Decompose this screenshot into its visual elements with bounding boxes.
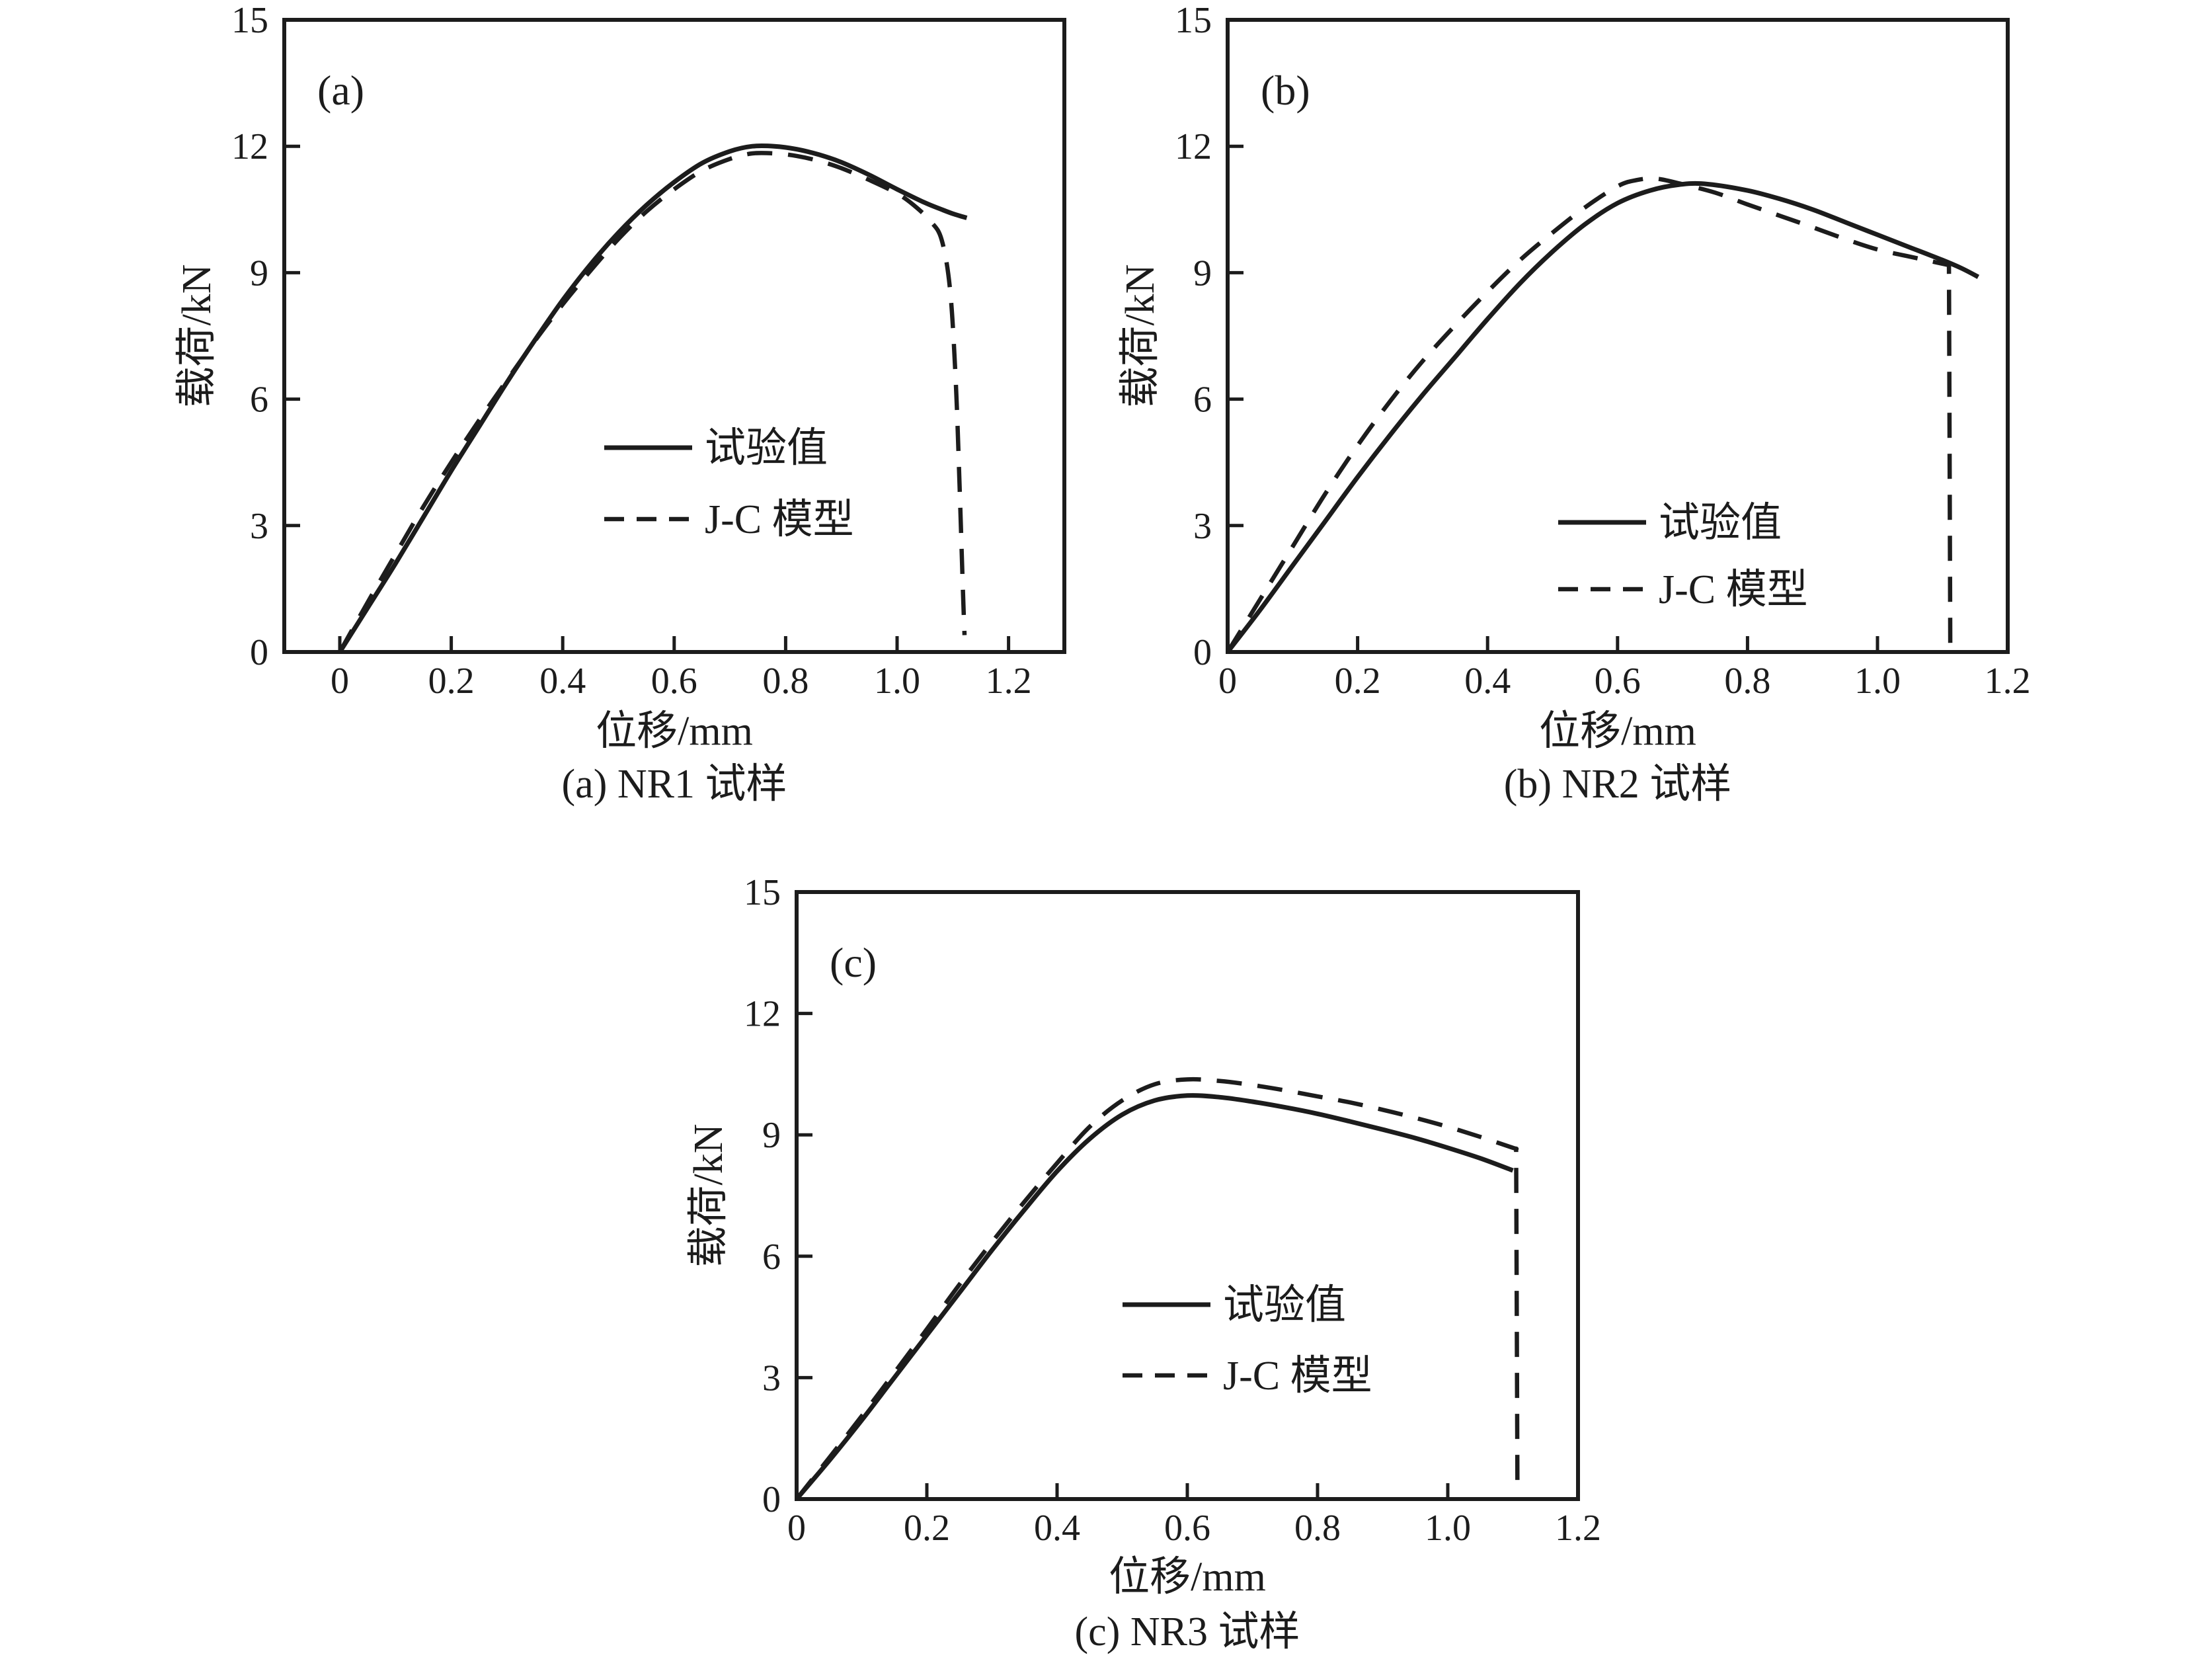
- chart-a-x-tick-label: 1.0: [874, 661, 920, 702]
- chart-a-y-tick-label: 3: [250, 506, 268, 547]
- chart-c-y-tick-label: 3: [762, 1358, 781, 1399]
- chart-b-x-tick-label: 1.2: [1985, 661, 2031, 702]
- chart-c-y-tick-label: 6: [762, 1237, 781, 1278]
- chart-a-x-tick-label: 0.4: [539, 661, 586, 702]
- chart-a-x-tick-label: 0.2: [428, 661, 475, 702]
- chart-b-y-tick-label: 9: [1193, 253, 1212, 294]
- chart-c-x-tick-label: 0.6: [1164, 1508, 1210, 1549]
- chart-c-caption: (c) NR3 试样: [1074, 1609, 1300, 1654]
- chart-b-legend-label-jc-model: J-C 模型: [1659, 567, 1808, 612]
- chart-b-panel-label: (b): [1261, 67, 1310, 114]
- chart-b-plot-box: [1226, 18, 2010, 654]
- chart-c-y-tick-label: 9: [762, 1115, 781, 1156]
- chart-b-x-tick-label: 0.4: [1464, 661, 1511, 702]
- chart-b-x-tick-label: 0.2: [1335, 661, 1381, 702]
- chart-a-x-tick-label: 0.8: [762, 661, 809, 702]
- chart-c-x-tick-label: 0.2: [904, 1508, 950, 1549]
- chart-a-y-tick-label: 12: [231, 126, 268, 167]
- chart-b-caption: (b) NR2 试样: [1503, 762, 1732, 807]
- chart-c-x-tick-label: 0: [787, 1508, 806, 1549]
- chart-b-y-tick-label: 0: [1193, 632, 1212, 673]
- chart-a-y-tick-label: 6: [250, 380, 268, 421]
- chart-a-x-tick-label: 1.2: [986, 661, 1032, 702]
- chart-b-y-tick-label: 6: [1193, 380, 1212, 421]
- chart-c-experimental-line: [795, 1093, 1514, 1501]
- chart-a-y-tick-label: 9: [250, 253, 268, 294]
- chart-c-x-tick-label: 1.0: [1425, 1508, 1471, 1549]
- chart-c-legend-label-jc-model: J-C 模型: [1223, 1354, 1372, 1399]
- chart-a-x-tick-label: 0.6: [651, 661, 697, 702]
- chart-b-x-axis-title: 位移/mm: [1539, 709, 1696, 754]
- chart-c-x-tick-label: 1.2: [1555, 1508, 1601, 1549]
- chart-c-panel-label: (c): [830, 939, 877, 986]
- chart-a-jc-model-line: [338, 151, 967, 653]
- chart-b-x-tick-label: 0: [1218, 661, 1237, 702]
- chart-c-y-tick-label: 12: [744, 994, 781, 1035]
- chart-b-x-tick-label: 1.0: [1854, 661, 1901, 702]
- chart-b-experimental-line: [1226, 181, 1980, 654]
- chart-b-y-tick-label: 15: [1175, 0, 1212, 41]
- chart-c-x-axis-title: 位移/mm: [1109, 1555, 1266, 1600]
- chart-a-caption: (a) NR1 试样: [561, 762, 787, 807]
- chart-c-y-tick-label: 15: [744, 872, 781, 913]
- chart-c-plot-box: [795, 890, 1580, 1501]
- chart-a-experimental-line: [338, 143, 968, 653]
- chart-b-x-tick-label: 0.6: [1595, 661, 1641, 702]
- chart-b-jc-model-line: [1226, 176, 1953, 653]
- chart-a-legend-label-experimental: 试验值: [705, 426, 828, 471]
- chart-a-y-axis-title: 载荷/kN: [175, 264, 219, 408]
- chart-c-x-tick-label: 0.8: [1294, 1508, 1341, 1549]
- chart-c-jc-model-line: [795, 1077, 1520, 1501]
- chart-a-y-tick-label: 0: [250, 632, 268, 673]
- chart-c-y-axis-title: 载荷/kN: [686, 1123, 731, 1268]
- chart-b-legend-label-experimental: 试验值: [1659, 501, 1782, 546]
- chart-a-x-axis-title: 位移/mm: [596, 709, 753, 754]
- chart-b-x-tick-label: 0.8: [1724, 661, 1770, 702]
- chart-b-y-tick-label: 12: [1175, 126, 1212, 167]
- chart-a-x-tick-label: 0: [331, 661, 349, 702]
- chart-b-y-tick-label: 3: [1193, 506, 1212, 547]
- chart-b-y-axis-title: 载荷/kN: [1118, 264, 1163, 408]
- chart-a-legend-label-jc-model: J-C 模型: [705, 497, 854, 542]
- chart-c-legend-label-experimental: 试验值: [1223, 1283, 1346, 1328]
- chart-c-x-tick-label: 0.4: [1034, 1508, 1080, 1549]
- chart-a-y-tick-label: 15: [231, 0, 268, 41]
- chart-c-y-tick-label: 0: [762, 1479, 781, 1520]
- chart-a-panel-label: (a): [317, 67, 364, 114]
